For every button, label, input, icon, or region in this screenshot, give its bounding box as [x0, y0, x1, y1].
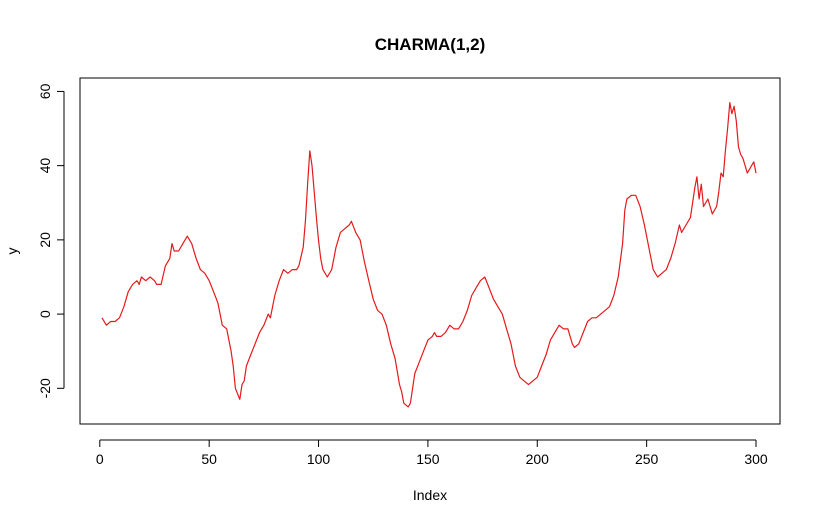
series-line — [101, 102, 757, 408]
y-axis: -20 0 20 40 60 — [37, 83, 65, 398]
y-tick-label: 0 — [37, 310, 53, 318]
chart-title: CHARMA(1,2) — [375, 35, 486, 54]
y-tick-label: 20 — [37, 232, 53, 248]
series-layer — [101, 102, 757, 408]
y-tick-label: -20 — [37, 378, 53, 398]
x-axis-label: Index — [413, 487, 447, 503]
x-tick-label: 50 — [201, 451, 217, 467]
y-tick-label: 60 — [37, 83, 53, 99]
x-axis: 0 50 100 150 200 250 300 — [96, 439, 768, 467]
x-tick-label: 300 — [744, 451, 768, 467]
x-tick-label: 0 — [96, 451, 104, 467]
x-tick-label: 250 — [635, 451, 659, 467]
x-tick-label: 200 — [526, 451, 550, 467]
plot-area-box — [79, 77, 781, 425]
y-axis-label: y — [4, 248, 20, 255]
x-tick-label: 150 — [416, 451, 440, 467]
x-tick-label: 100 — [307, 451, 331, 467]
y-tick-label: 40 — [37, 158, 53, 174]
